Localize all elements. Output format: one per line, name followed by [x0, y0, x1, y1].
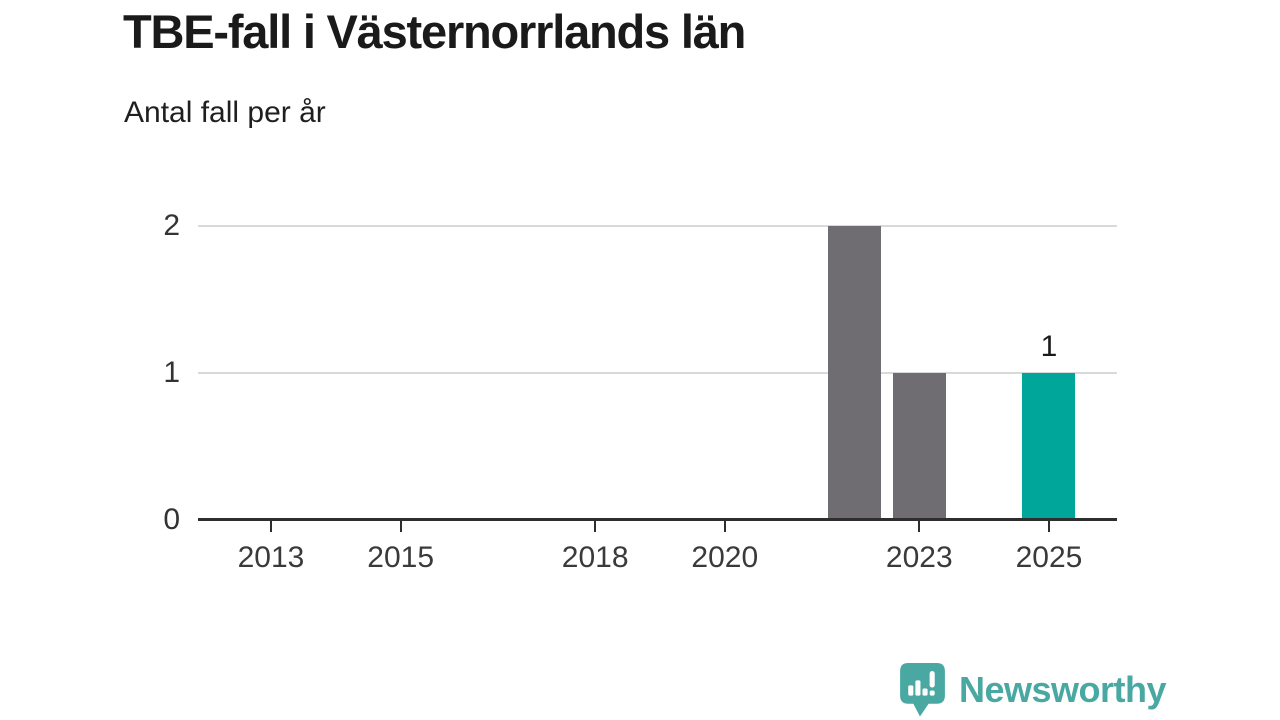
x-axis-tick [270, 521, 272, 532]
gridline [198, 225, 1117, 227]
newsworthy-logo-icon [900, 663, 945, 717]
x-axis-tick-label: 2013 [237, 541, 305, 574]
x-axis-tick-label: 2018 [561, 541, 629, 574]
bar-2022 [827, 226, 881, 520]
gridline [198, 372, 1117, 374]
x-axis-line [198, 518, 1117, 521]
x-axis-tick [1047, 521, 1050, 532]
y-axis-tick-label: 2 [163, 209, 180, 242]
x-axis-tick [723, 521, 726, 532]
y-axis-tick-label: 0 [163, 503, 180, 536]
x-axis-tick [918, 521, 921, 532]
y-axis-tick-label: 1 [163, 356, 180, 389]
x-axis-tick [399, 521, 402, 532]
x-axis-tick-label: 2025 [1015, 541, 1083, 574]
bar-value-label: 1 [1040, 330, 1058, 363]
newsworthy-logo-text: Newsworthy [959, 668, 1167, 710]
chart-subtitle: Antal fall per år [124, 96, 326, 129]
x-axis-tick-label: 2015 [367, 541, 435, 574]
newsworthy-brand: Newsworthy [899, 662, 1167, 717]
bar-2025 [1022, 373, 1076, 520]
x-axis-tick-label: 2020 [691, 541, 759, 574]
bar-2023 [892, 373, 946, 520]
chart-title: TBE-fall i Västernorrlands län [123, 5, 746, 58]
x-axis-tick [594, 521, 597, 532]
x-axis-tick-label: 2023 [885, 541, 953, 574]
